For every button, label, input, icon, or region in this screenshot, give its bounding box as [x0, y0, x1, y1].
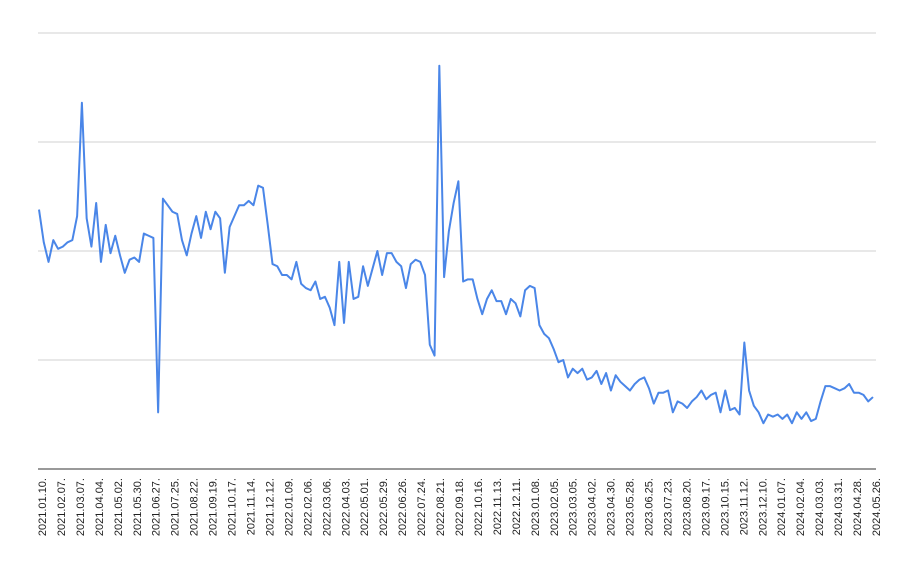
- series-layer: [38, 64, 874, 425]
- x-tick-labels: 2021.01.10. 2021.02.07. 2021.03.07. 2021.04…: [37, 478, 883, 536]
- x-tick-label: 2023.08.20.: [681, 478, 693, 536]
- x-tick-label: 2022.05.29.: [378, 478, 390, 536]
- x-tick-label: 2021.05.30.: [132, 478, 144, 536]
- x-tick-label: 2022.08.21.: [435, 478, 447, 536]
- x-tick-label: 2023.05.28.: [625, 478, 637, 536]
- x-tick-label: 2021.09.19.: [208, 478, 220, 536]
- x-tick-label: 2024.03.03.: [814, 478, 826, 536]
- x-tick-label: 2021.12.12.: [264, 478, 276, 536]
- x-tick-label: 2023.11.12.: [738, 478, 750, 535]
- x-tick-label: 2022.11.13.: [492, 478, 504, 535]
- x-tick-label: 2024.05.26.: [871, 478, 883, 536]
- x-tick-label: 2021.05.02.: [113, 478, 125, 536]
- x-tick-label: 2021.04.04.: [94, 478, 106, 536]
- x-tick-label: 2021.11.14.: [246, 478, 258, 535]
- x-tick-label: 2021.06.27.: [151, 478, 163, 536]
- x-tick-label: 2022.03.06.: [321, 478, 333, 536]
- x-tick-label: 2022.12.11.: [511, 478, 523, 535]
- x-tick-label: 2023.03.05.: [568, 478, 580, 536]
- gridlines: [38, 32, 876, 361]
- x-tick-label: 2023.09.17.: [700, 478, 712, 536]
- x-tick-label: 2021.01.10.: [37, 478, 49, 536]
- x-tick-label: 2022.02.06.: [302, 478, 314, 536]
- x-tick-label: 2023.04.02.: [587, 478, 599, 536]
- x-tick-label: 2024.04.28.: [852, 478, 864, 536]
- series-line: [38, 64, 874, 425]
- x-tick-label: 2022.01.09.: [283, 478, 295, 536]
- x-tick-label: 2023.07.23.: [663, 478, 675, 536]
- x-tick-label: 2021.08.22.: [189, 478, 201, 536]
- x-tick-label: 2023.12.10.: [757, 478, 769, 536]
- x-tick-label: 2021.03.07.: [75, 478, 87, 536]
- x-tick-label: 2024.02.04.: [795, 478, 807, 536]
- x-tick-label: 2022.09.18.: [454, 478, 466, 536]
- x-tick-label: 2023.02.05.: [549, 478, 561, 536]
- x-tick-label: 2023.10.15.: [719, 478, 731, 536]
- x-tick-label: 2022.04.03.: [340, 478, 352, 536]
- x-tick-label: 2022.10.16.: [473, 478, 485, 536]
- x-tick-label: 2022.06.26.: [397, 478, 409, 536]
- x-tick-label: 2022.05.01.: [359, 478, 371, 536]
- x-tick-label: 2024.01.07.: [776, 478, 788, 536]
- x-tick-label: 2021.10.17.: [227, 478, 239, 536]
- x-tick-label: 2023.04.30.: [606, 478, 618, 536]
- x-tick-label: 2021.07.25.: [170, 478, 182, 536]
- x-tick-label: 2023.01.08.: [530, 478, 542, 536]
- x-tick-label: 2023.06.25.: [644, 478, 656, 536]
- x-tick-label: 2022.07.24.: [416, 478, 428, 536]
- x-tick-label: 2024.03.31.: [833, 478, 845, 536]
- x-tick-label: 2021.02.07.: [56, 478, 68, 536]
